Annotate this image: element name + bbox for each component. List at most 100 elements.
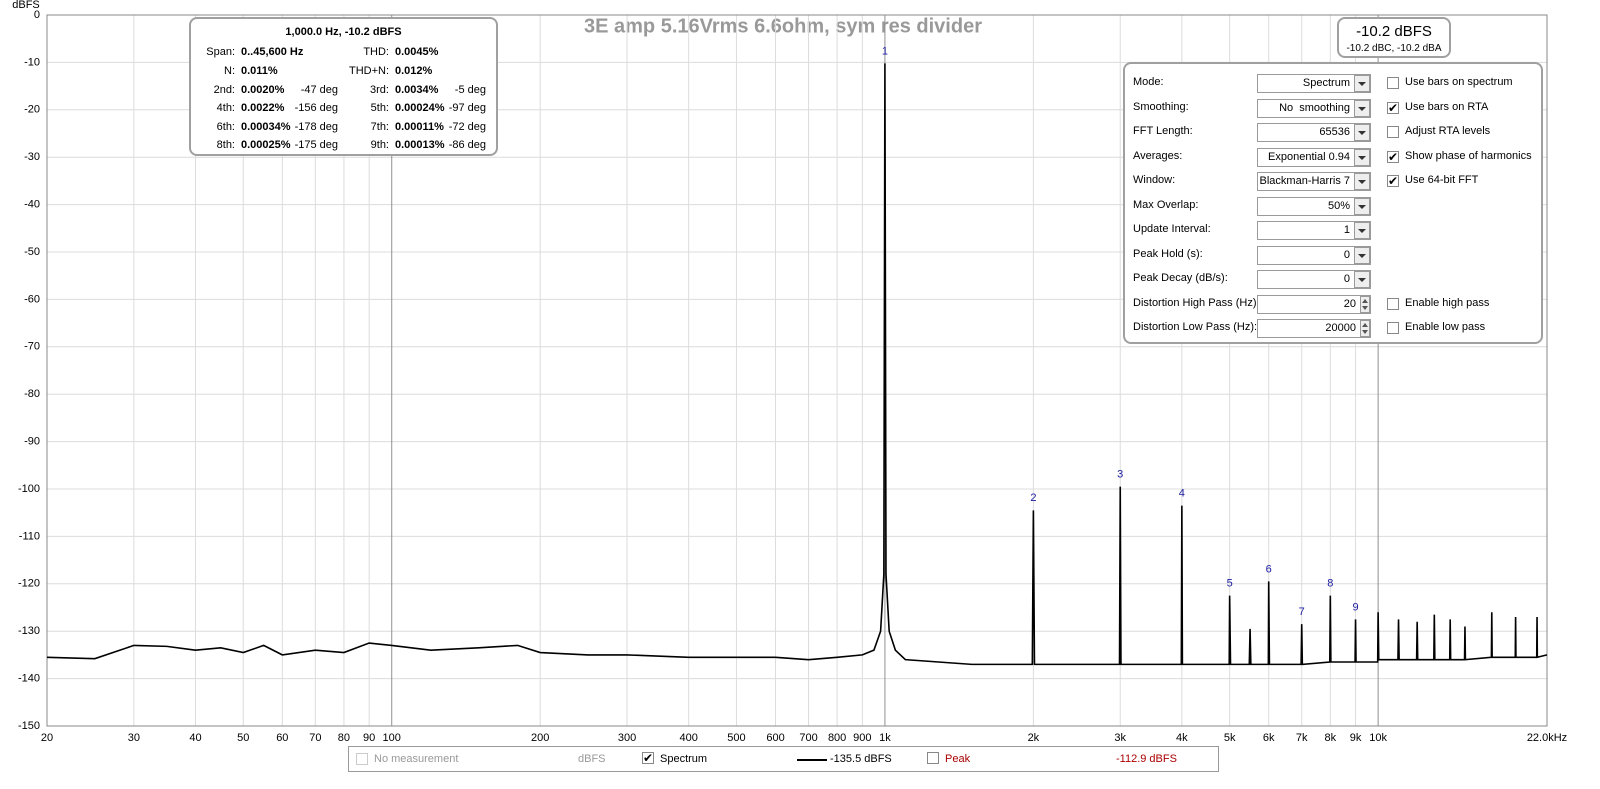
peak-checkbox[interactable] <box>927 752 939 764</box>
checkbox[interactable] <box>1387 77 1399 89</box>
plot-border <box>46 14 1548 727</box>
distortion-cell: 5th: <box>370 102 389 114</box>
x-tick-label: 1k <box>879 732 891 744</box>
controls-panel: Mode: Spectrum Use bars on spectrum Smoothi… <box>1123 62 1543 344</box>
y-tick-label: -70 <box>24 341 40 353</box>
dropdown-button[interactable] <box>1354 148 1370 166</box>
dropdown[interactable]: 0 <box>1257 270 1371 289</box>
distortion-cell: 8th: <box>216 139 235 151</box>
y-tick-label: -140 <box>18 673 40 685</box>
dropdown[interactable]: Exponential 0.94 <box>1257 147 1371 167</box>
distortion-cell: -175 deg <box>294 139 338 151</box>
distortion-cell: 6th: <box>216 121 235 133</box>
x-tick-label: 2k <box>1028 732 1040 744</box>
dropdown-button[interactable] <box>1354 197 1370 215</box>
harmonic-label: 3 <box>1117 469 1123 481</box>
distortion-panel: 1,000.0 Hz, -10.2 dBFS Span: 0..45,600 Hz… <box>189 17 498 156</box>
harmonic-label: 9 <box>1352 601 1358 613</box>
y-tick-label: -60 <box>24 293 40 305</box>
dropdown[interactable]: Blackman-Harris 7 <box>1257 172 1371 191</box>
dropdown-button[interactable] <box>1354 124 1370 141</box>
harmonic-label: 7 <box>1299 606 1305 618</box>
distortion-cell: 7th: <box>370 121 389 133</box>
x-tick-label: 3k <box>1114 732 1126 744</box>
control-value: 65536 <box>1319 126 1350 138</box>
checkbox[interactable] <box>1387 297 1399 310</box>
dropdown-button[interactable] <box>1354 222 1370 239</box>
level: -10.2 dBFS <box>1356 23 1432 40</box>
distortion-cell: 0.0022% <box>241 102 285 114</box>
distortion-cell: -5 deg <box>454 84 486 96</box>
dropdown-button[interactable] <box>1354 99 1370 117</box>
spinner-button[interactable] <box>1360 320 1370 337</box>
x-tick-label: 9k <box>1350 732 1362 744</box>
legend-swatch <box>797 759 827 761</box>
distortion-cell: Span: <box>206 46 235 58</box>
distortion-cell: 0.00011% <box>395 121 444 133</box>
legend-entry: Spectrum <box>660 753 708 765</box>
control-value: Exponential 0.94 <box>1268 150 1350 163</box>
spectrum-checkbox[interactable]: ✔ <box>642 751 654 765</box>
dropdown-button[interactable] <box>1354 173 1370 190</box>
distortion-cell: 0.012% <box>395 65 433 77</box>
control-value: 50% <box>1327 199 1350 212</box>
dropdown[interactable]: Spectrum <box>1257 74 1371 93</box>
x-tick-label: 20 <box>41 732 53 744</box>
checkbox[interactable] <box>1387 322 1399 334</box>
dropdown[interactable]: No smoothing <box>1257 98 1371 118</box>
y-tick-label: -40 <box>24 199 40 211</box>
dropdown-button[interactable] <box>1354 271 1370 288</box>
x-tick-label: 600 <box>766 732 784 744</box>
spinner[interactable]: 20000 <box>1257 319 1371 338</box>
dropdown[interactable]: 50% <box>1257 196 1371 216</box>
distortion-cell: -178 deg <box>294 121 338 133</box>
checkbox-label: Use bars on spectrum <box>1405 76 1513 88</box>
control-value: 1 <box>1343 224 1350 236</box>
x-tick-label: 90 <box>363 732 375 744</box>
control-label: Max Overlap: <box>1133 198 1199 211</box>
x-tick-label: 60 <box>276 732 288 744</box>
checkbox[interactable]: ✔ <box>1387 174 1399 188</box>
dropdown-button[interactable] <box>1354 75 1370 92</box>
checkbox[interactable] <box>1387 126 1399 138</box>
y-tick-label: -10 <box>24 56 40 68</box>
control-label: Distortion Low Pass (Hz): <box>1133 321 1258 333</box>
control-label: Mode: <box>1133 76 1164 88</box>
distortion-cell: 4th: <box>216 102 235 114</box>
dropdown[interactable]: 65536 <box>1257 123 1371 142</box>
distortion-cell: 0.00024% <box>395 102 445 114</box>
checkbox-label: Enable low pass <box>1405 321 1486 333</box>
checkbox[interactable]: ✔ <box>1387 149 1399 164</box>
peak-level: -112.9 dBFS <box>1116 753 1177 765</box>
y-tick-label: -150 <box>18 720 40 732</box>
distortion-cell: 0.0034% <box>395 84 439 96</box>
control-label: Window: <box>1133 174 1176 186</box>
y-tick-label: -50 <box>24 246 40 258</box>
distortion-title: 1,000.0 Hz, -10.2 dBFS <box>285 26 402 38</box>
harmonic-label: 6 <box>1266 563 1272 575</box>
dropdown[interactable]: 0 <box>1257 245 1371 265</box>
x-tick-label: 50 <box>237 732 249 744</box>
spinner-button[interactable] <box>1360 295 1370 313</box>
control-label: Update Interval: <box>1133 223 1211 235</box>
dropdown-button[interactable] <box>1354 246 1370 264</box>
unit: dBFS <box>578 753 606 765</box>
x-tick-label: 200 <box>531 732 549 744</box>
checkbox[interactable]: ✔ <box>1387 100 1399 115</box>
control-value: Blackman-Harris 7 <box>1259 175 1350 187</box>
checkbox-label: Use bars on RTA <box>1405 100 1489 113</box>
checkbox-label: Use 64-bit FFT <box>1405 174 1479 186</box>
distortion-cell: -156 deg <box>294 102 338 114</box>
x-tick-label: 900 <box>853 732 871 744</box>
dropdown[interactable]: 1 <box>1257 221 1371 240</box>
distortion-cell: -72 deg <box>448 121 486 133</box>
control-value: 20000 <box>1325 322 1356 334</box>
control-value: No smoothing <box>1279 101 1350 114</box>
distortion-cell: -97 deg <box>448 102 486 114</box>
control-label: Peak Hold (s): <box>1133 247 1203 260</box>
control-value: 20 <box>1343 297 1356 310</box>
x-tick-label: 6k <box>1263 732 1275 744</box>
spinner[interactable]: 20 <box>1257 294 1371 314</box>
y-tick-label: -100 <box>18 483 40 495</box>
